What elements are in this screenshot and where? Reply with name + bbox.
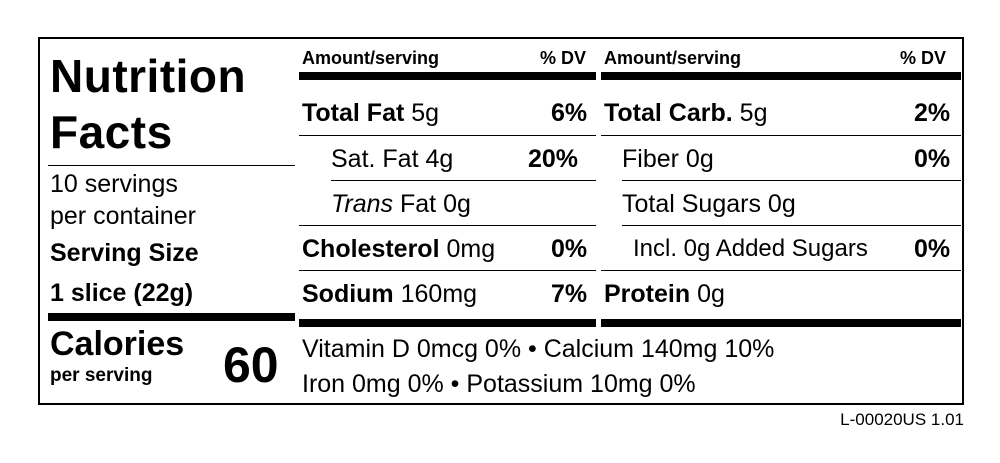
row-fiber: Fiber 0g [622, 145, 714, 173]
row-trans-fat: Trans Fat 0g [331, 190, 471, 218]
row-total-fat: Total Fat 5g [302, 99, 440, 127]
row-cholesterol: Cholesterol 0mg [302, 235, 496, 263]
dv-sat-fat: 20% [528, 145, 579, 173]
row-total-carb: Total Carb. 5g [604, 99, 768, 127]
divider-row [622, 225, 961, 226]
calories-value: 60 [223, 337, 279, 393]
divider-thick-left-header [299, 72, 596, 80]
right-header-amount: Amount/serving [604, 48, 742, 68]
row-added-sugars: Incl. 0g Added Sugars [633, 235, 868, 262]
divider-thick-left [48, 313, 295, 321]
vitamins-line-1: Vitamin D 0mcg 0% • Calcium 140mg 10% [302, 335, 775, 363]
row-protein: Protein 0g [604, 280, 725, 308]
row-sodium: Sodium 160mg [302, 280, 478, 308]
divider-row [331, 180, 596, 181]
divider-row [601, 135, 961, 136]
divider-thick-right-header [601, 72, 961, 80]
calories-label: Calories [50, 325, 185, 363]
divider-thick-left-bottom [299, 319, 596, 327]
title-facts: Facts [50, 106, 173, 158]
row-sat-fat: Sat. Fat 4g [331, 145, 454, 173]
dv-fiber: 0% [914, 145, 951, 173]
vitamins-line-2: Iron 0mg 0% • Potassium 10mg 0% [302, 370, 696, 398]
dv-added-sugars: 0% [914, 235, 951, 263]
dv-total-fat: 6% [551, 99, 588, 127]
divider-thick-right-bottom [601, 319, 961, 327]
left-header-amount: Amount/serving [302, 48, 440, 68]
divider-row [622, 180, 961, 181]
servings-line-1: 10 servings [50, 170, 178, 198]
dv-sodium: 7% [551, 280, 588, 308]
nutrition-facts-label: Nutrition Facts 10 servings per containe… [38, 37, 964, 405]
calories-per-serving: per serving [50, 365, 153, 386]
divider-thin [48, 165, 295, 166]
label-code: L-00020US 1.01 [840, 410, 964, 429]
title-nutrition: Nutrition [50, 50, 247, 102]
right-header-dv: % DV [900, 48, 947, 68]
servings-line-2: per container [50, 202, 196, 230]
serving-size-label: Serving Size [50, 239, 199, 267]
divider-row [299, 270, 596, 271]
dv-cholesterol: 0% [551, 235, 588, 263]
row-total-sugars: Total Sugars 0g [622, 190, 796, 218]
divider-row [299, 225, 596, 226]
serving-size-value: 1 slice (22g) [50, 279, 194, 307]
dv-total-carb: 2% [914, 99, 951, 127]
divider-row [601, 270, 961, 271]
left-header-dv: % DV [540, 48, 587, 68]
divider-row [299, 135, 596, 136]
